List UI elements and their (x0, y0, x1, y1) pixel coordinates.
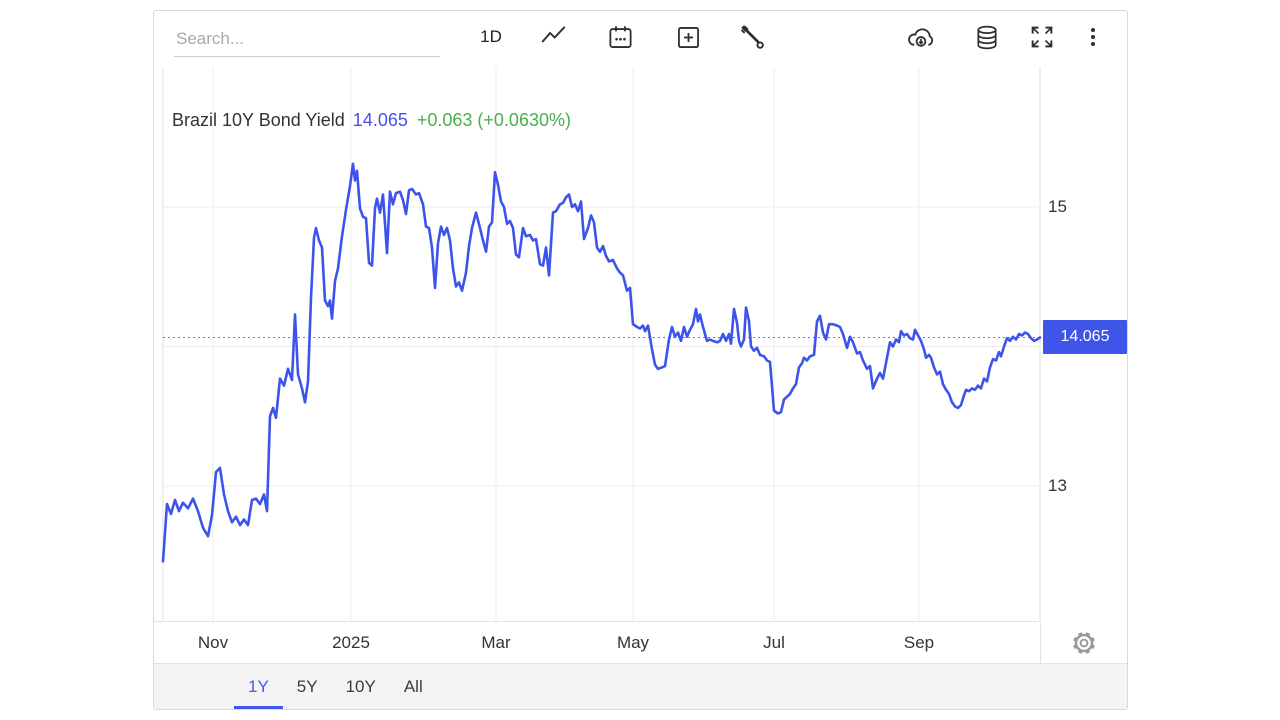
download-button[interactable] (904, 11, 938, 63)
wrench-icon (740, 24, 764, 49)
interval-button[interactable]: 1D (474, 11, 508, 63)
price-change: +0.063 (+0.0630%) (416, 110, 571, 130)
x-axis-label: May (616, 633, 650, 652)
range-tab-bar: 1Y 5Y 10Y All (154, 663, 1127, 709)
chart-type-button[interactable] (538, 11, 568, 63)
current-value-badge: 14.065 (1043, 320, 1127, 355)
x-axis: Nov 2025 Mar May Jul Sep (154, 623, 1040, 663)
chart-widget-card: 1D (153, 10, 1128, 710)
range-tab-10y[interactable]: 10Y (332, 664, 390, 709)
range-tab-1y[interactable]: 1Y (234, 664, 283, 709)
axis-settings-area (1040, 623, 1127, 663)
cloud-download-icon (908, 27, 934, 47)
x-axis-label: Mar (481, 633, 511, 652)
range-tabs: 1Y 5Y 10Y All (234, 664, 437, 709)
compare-add-button[interactable] (673, 11, 703, 63)
fullscreen-button[interactable] (1027, 11, 1057, 63)
last-price: 14.065 (352, 110, 408, 130)
x-axis-label: Jul (763, 633, 785, 652)
more-menu-button[interactable] (1082, 11, 1104, 63)
y-axis-label: 15 (1048, 197, 1067, 217)
chart-title: Brazil 10Y Bond Yield 14.065 +0.063 (+0.06… (172, 110, 571, 131)
fullscreen-icon (1031, 26, 1053, 48)
search-input[interactable] (174, 23, 440, 57)
price-line-series (161, 162, 1042, 563)
current-value-text: 14.065 (1060, 328, 1110, 346)
tools-button[interactable] (737, 11, 767, 63)
range-tab-5y[interactable]: 5Y (283, 664, 332, 709)
chart-settings-button[interactable] (1069, 628, 1099, 658)
instrument-name: Brazil 10Y Bond Yield (172, 110, 345, 130)
data-source-button[interactable] (972, 11, 1002, 63)
trend-line-icon (541, 25, 565, 43)
range-tab-all[interactable]: All (390, 664, 437, 709)
calendar-icon (608, 25, 632, 48)
kebab-menu-icon (1091, 28, 1095, 46)
price-chart[interactable] (154, 67, 1127, 623)
x-axis-label: Nov (197, 633, 229, 652)
calendar-button[interactable] (605, 11, 635, 63)
interval-label: 1D (480, 27, 502, 46)
plus-square-icon (677, 26, 699, 48)
chart-toolbar: 1D (154, 11, 1127, 63)
database-icon (977, 25, 997, 49)
gear-icon (1073, 632, 1095, 654)
y-axis-label: 13 (1048, 476, 1067, 495)
x-axis-label: 2025 (332, 633, 370, 652)
x-axis-label: Sep (903, 633, 935, 652)
